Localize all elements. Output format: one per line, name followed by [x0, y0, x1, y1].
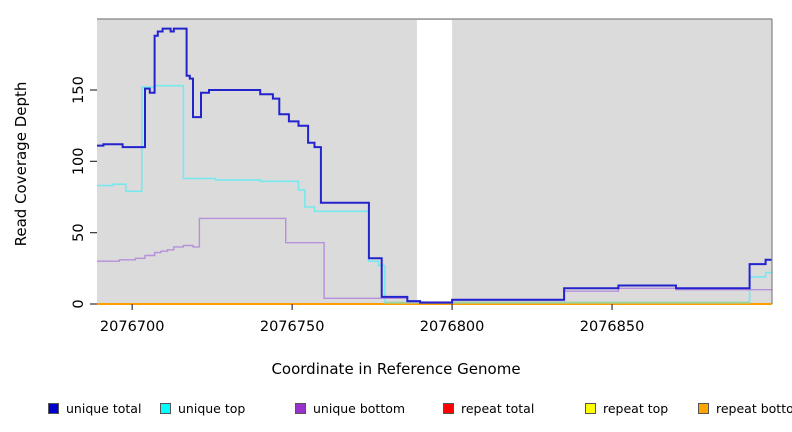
y-tick-label: 50	[71, 223, 87, 241]
x-axis-label: Coordinate in Reference Genome	[271, 360, 521, 378]
x-tick-label: 2076700	[100, 319, 165, 335]
legend-swatch-icon	[698, 402, 709, 414]
legend-label: repeat total	[461, 400, 535, 416]
legend-swatch-icon	[443, 402, 454, 414]
legend-item-unique-total: unique total	[48, 398, 141, 418]
legend-label: unique total	[66, 400, 142, 416]
legend-swatch-icon	[48, 402, 59, 414]
legend-item-repeat-bottom: repeat bottom	[698, 398, 792, 418]
y-axis-label: Read Coverage Depth	[12, 81, 30, 247]
legend-swatch-icon	[160, 402, 171, 414]
legend-label: unique bottom	[313, 400, 406, 416]
legend-swatch-icon	[295, 402, 306, 414]
legend-item-repeat-total: repeat total	[443, 398, 534, 418]
legend-label: repeat top	[603, 400, 669, 416]
x-tick-label: 2076800	[420, 319, 485, 335]
series-unique-total	[97, 27, 772, 304]
y-tick-label: 0	[71, 299, 87, 308]
coverage-chart-canvas: 2076700 2076750 2076800 2076850 0 50 100 150	[71, 18, 773, 335]
x-tick-label: 2076850	[580, 319, 645, 335]
legend-swatch-icon	[585, 402, 596, 414]
y-tick-label: 100	[71, 147, 87, 175]
legend-label: repeat bottom	[716, 400, 792, 416]
legend-item-unique-top: unique top	[160, 398, 245, 418]
chart-legend: unique total unique top unique bottom repea…	[0, 398, 792, 422]
legend-item-unique-bottom: unique bottom	[295, 398, 405, 418]
legend-label: unique top	[178, 400, 246, 416]
y-tick-label: 150	[71, 76, 87, 104]
coverage-gap-band	[416, 20, 453, 304]
x-tick-label: 2076750	[260, 319, 325, 335]
legend-item-repeat-top: repeat top	[585, 398, 668, 418]
